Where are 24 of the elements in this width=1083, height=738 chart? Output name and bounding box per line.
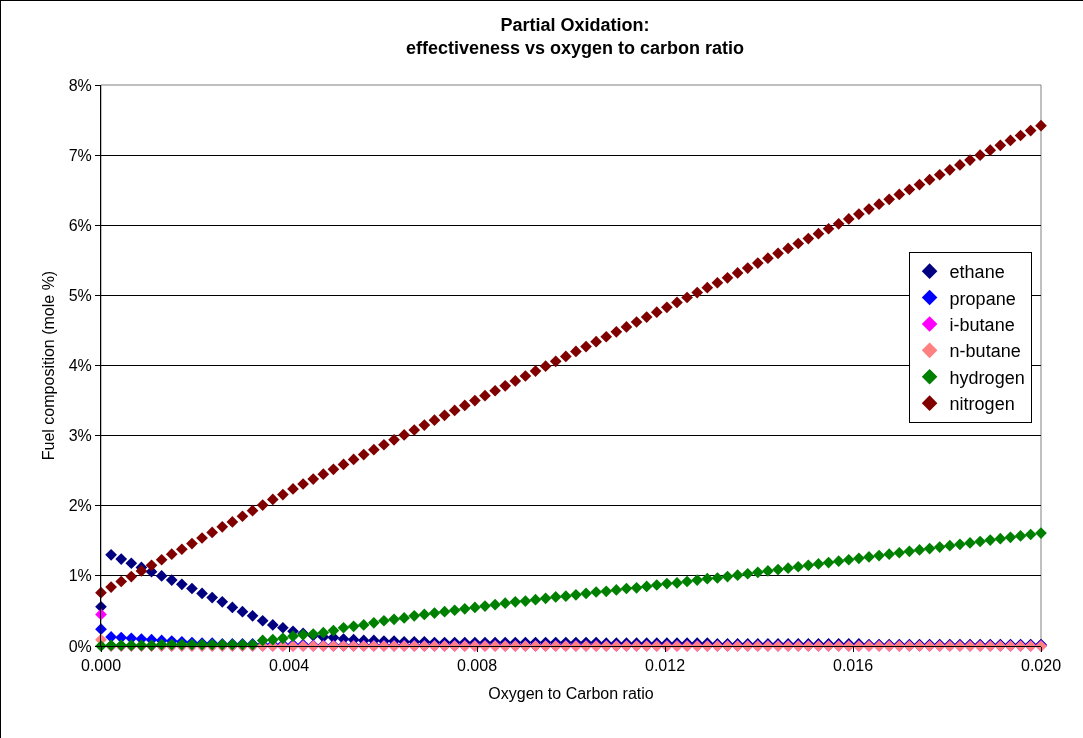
legend-label: propane [949,288,1016,309]
y-tick-label: 6% [68,216,92,234]
y-tick-label: 7% [68,146,92,164]
y-tick-label: 1% [68,567,92,585]
x-tick-label: 0.004 [268,657,310,675]
x-tick-label: 0.020 [1020,657,1062,675]
legend-label: i-butane [949,314,1015,335]
y-tick-label: 5% [68,286,92,304]
legend-label: nitrogen [949,394,1015,415]
y-tick-label: 8% [68,76,92,94]
x-axis-title: Oxygen to Carbon ratio [488,684,654,702]
chart-title: Partial Oxidation: effectiveness vs oxygen to carbon ratio [405,14,745,58]
legend-label: n-butane [949,341,1021,362]
y-tick-label: 2% [68,497,92,515]
y-tick-label: 3% [68,427,92,445]
x-tick-label: 0.016 [832,657,874,675]
x-tick-label: 0.008 [456,657,498,675]
legend-label: ethane [949,262,1005,283]
y-tick-label: 4% [68,357,92,375]
x-tick-label: 0.000 [80,657,122,675]
y-tick-label: 0% [68,637,92,655]
legend-label: hydrogen [949,367,1025,388]
x-tick-label: 0.012 [644,657,686,675]
y-axis-title: Fuel composition (mole %) [39,270,57,461]
